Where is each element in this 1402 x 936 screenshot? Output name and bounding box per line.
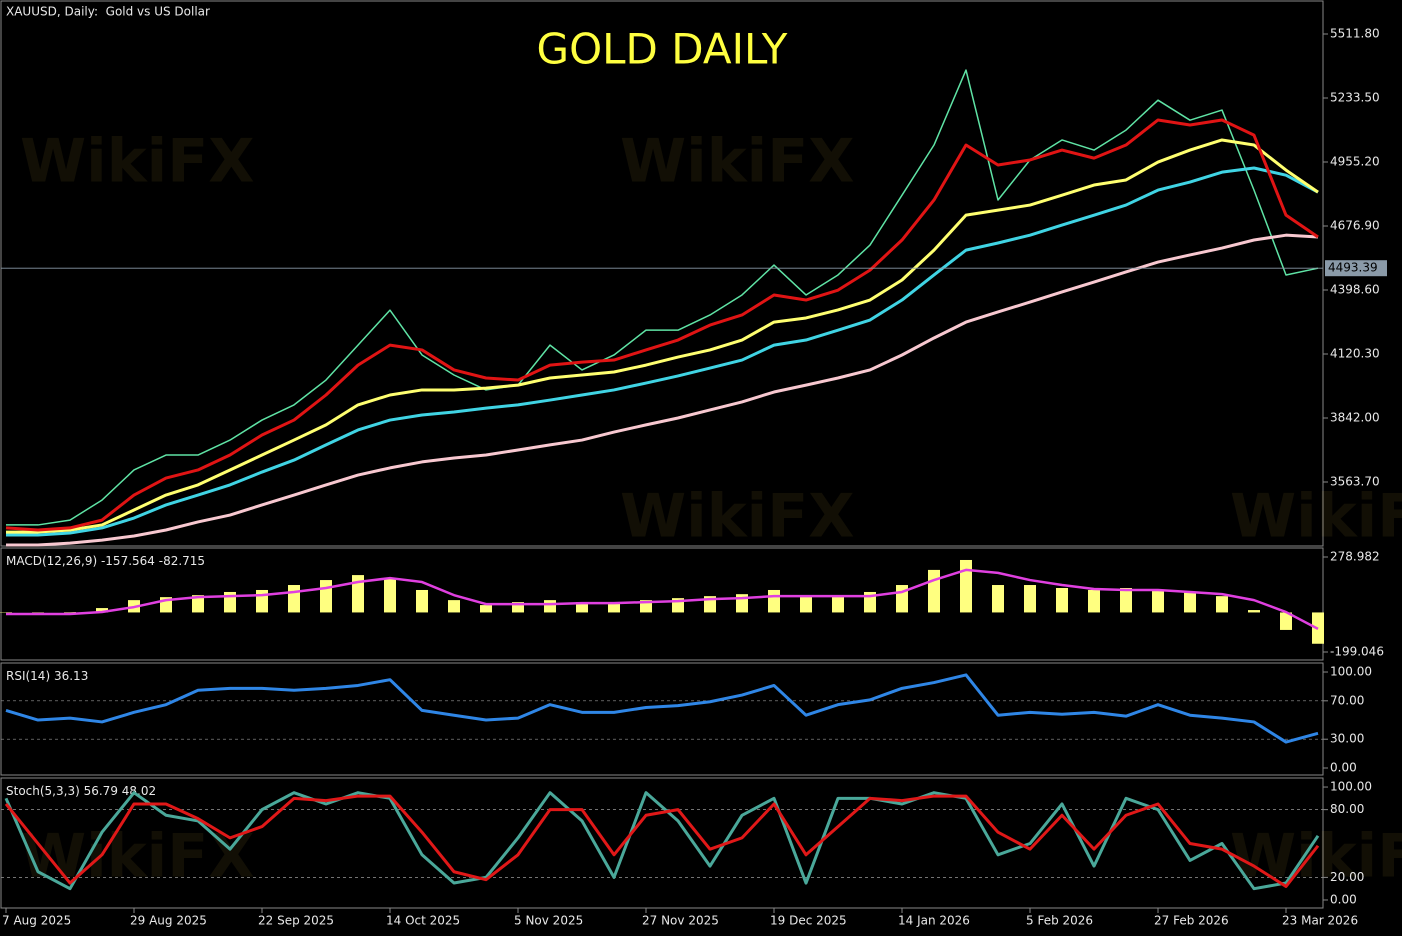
y-tick-label: 20.00 bbox=[1330, 870, 1364, 884]
x-tick-label: 14 Jan 2026 bbox=[898, 914, 970, 928]
stoch-header: Stoch(5,3,3) 56.79 48.02 bbox=[6, 784, 156, 798]
macd-header: MACD(12,26,9) -157.564 -82.715 bbox=[6, 554, 205, 568]
x-tick-label: 5 Feb 2026 bbox=[1026, 914, 1093, 928]
histogram-bar bbox=[416, 589, 428, 613]
histogram-bar bbox=[1216, 596, 1228, 613]
y-tick-label: 80.00 bbox=[1330, 802, 1364, 816]
histogram-bar bbox=[1280, 612, 1292, 630]
histogram-bar bbox=[1120, 587, 1132, 613]
current-price-box bbox=[1325, 260, 1387, 277]
histogram-bar bbox=[320, 580, 332, 613]
histogram-bar bbox=[1152, 589, 1164, 613]
rsi-panel bbox=[0, 662, 1324, 776]
y-tick-label: 3563.70 bbox=[1330, 475, 1380, 489]
x-tick-label: 22 Sep 2025 bbox=[258, 914, 334, 928]
histogram-bar bbox=[384, 578, 396, 613]
y-tick-label: 5233.50 bbox=[1330, 91, 1380, 105]
macd-value: -157.564 bbox=[101, 554, 155, 568]
histogram-bar bbox=[256, 589, 268, 613]
y-tick-label: 0.00 bbox=[1330, 760, 1357, 774]
y-tick-label: 3842.00 bbox=[1330, 411, 1380, 425]
signal-value: -82.715 bbox=[159, 554, 205, 568]
series-line bbox=[5, 118, 1319, 532]
x-tick-label: 23 Mar 2026 bbox=[1282, 914, 1358, 928]
stoch-signal-value: 48.02 bbox=[122, 784, 156, 798]
histogram-bar bbox=[1056, 587, 1068, 613]
histogram-bar bbox=[288, 585, 300, 613]
histogram-bar bbox=[928, 569, 940, 613]
x-tick-label: 27 Nov 2025 bbox=[642, 914, 719, 928]
y-tick-label: 4955.20 bbox=[1330, 155, 1380, 169]
y-tick-label: 30.00 bbox=[1330, 732, 1364, 746]
y-tick-label: 5511.80 bbox=[1330, 27, 1380, 41]
series-line bbox=[5, 673, 1319, 744]
x-tick-label: 19 Dec 2025 bbox=[770, 914, 847, 928]
annotation: GOLD DAILY bbox=[537, 25, 788, 74]
x-tick-label: 7 Aug 2025 bbox=[2, 914, 71, 928]
y-tick-label: 4398.60 bbox=[1330, 283, 1380, 297]
rsi-header: RSI(14) 36.13 bbox=[6, 669, 88, 683]
macd-title: MACD(12,26,9) bbox=[6, 554, 97, 568]
series-line bbox=[4, 791, 1320, 891]
y-tick-label: 100.00 bbox=[1330, 780, 1372, 794]
y-tick-label: 100.00 bbox=[1330, 665, 1372, 679]
y-tick-label: 70.00 bbox=[1330, 693, 1364, 707]
watermark: WikiFX bbox=[20, 822, 254, 892]
y-tick-label: 4676.90 bbox=[1330, 219, 1380, 233]
chart-title: XAUUSD, Daily: Gold vs US Dollar bbox=[6, 5, 210, 19]
histogram-bar bbox=[448, 600, 460, 613]
macd-panel bbox=[0, 547, 1324, 661]
panel-layer: 0.00 20.00 80.00 100.00 bbox=[1, 780, 1372, 906]
histogram-bar bbox=[832, 595, 844, 613]
histogram-bar bbox=[1248, 610, 1260, 613]
histogram-bar bbox=[96, 608, 108, 613]
stoch-panel bbox=[0, 777, 1324, 909]
x-tick-label: 14 Oct 2025 bbox=[386, 914, 460, 928]
series-line bbox=[6, 138, 1319, 534]
series-line bbox=[6, 233, 1319, 547]
histogram-bar bbox=[1024, 585, 1036, 613]
histogram-bar bbox=[480, 605, 492, 613]
y-tick-label: 278.982 bbox=[1330, 550, 1380, 564]
price-panel bbox=[0, 0, 1324, 547]
histogram-bar bbox=[768, 589, 780, 613]
panel-layer: 3563.70 3842.00 4120.30 4398.60 4676.90 4955.… bbox=[1, 27, 1387, 547]
histogram-bar bbox=[544, 600, 556, 613]
y-tick-label: 0.00 bbox=[1330, 892, 1357, 906]
current-price-label: 4493.39 bbox=[1328, 261, 1378, 275]
stoch-title: Stoch(5,3,3) bbox=[6, 784, 80, 798]
histogram-bar bbox=[192, 595, 204, 613]
series-line bbox=[6, 568, 1319, 630]
series-line bbox=[4, 794, 1320, 888]
histogram-bar bbox=[992, 585, 1004, 613]
watermark: WikiFX bbox=[20, 127, 254, 197]
histogram-bar bbox=[800, 595, 812, 613]
histogram-bar bbox=[960, 559, 972, 613]
watermark: WikiFX bbox=[1230, 482, 1402, 552]
watermark: WikiFX bbox=[620, 127, 854, 197]
series-line bbox=[6, 69, 1319, 526]
y-tick-label: -199.046 bbox=[1330, 645, 1384, 659]
histogram-bar bbox=[512, 602, 524, 613]
x-tick-label: 5 Nov 2025 bbox=[514, 914, 583, 928]
y-tick-label: 4120.30 bbox=[1330, 347, 1380, 361]
histogram-bar bbox=[1184, 591, 1196, 613]
panel-layer: -199.046 278.982 bbox=[0, 550, 1384, 659]
x-tick-label: 29 Aug 2025 bbox=[130, 914, 207, 928]
rsi-title: RSI(14) bbox=[6, 669, 50, 683]
stoch-main-value: 56.79 bbox=[84, 784, 118, 798]
histogram-bar bbox=[608, 602, 620, 613]
series-line bbox=[6, 166, 1319, 537]
x-tick-label: 27 Feb 2026 bbox=[1154, 914, 1229, 928]
histogram-bar bbox=[576, 602, 588, 613]
histogram-bar bbox=[352, 575, 364, 613]
rsi-value: 36.13 bbox=[54, 669, 88, 683]
watermarks: WikiFX WikiFX WikiFX WikiFX WikiFX WikiF… bbox=[20, 127, 1402, 892]
watermark: WikiFX bbox=[1230, 822, 1402, 892]
panel-layer: 0.00 30.00 70.00 100.00 bbox=[1, 665, 1372, 774]
histogram-bar bbox=[1088, 589, 1100, 613]
watermark: WikiFX bbox=[620, 482, 854, 552]
histogram-bar bbox=[32, 612, 44, 614]
